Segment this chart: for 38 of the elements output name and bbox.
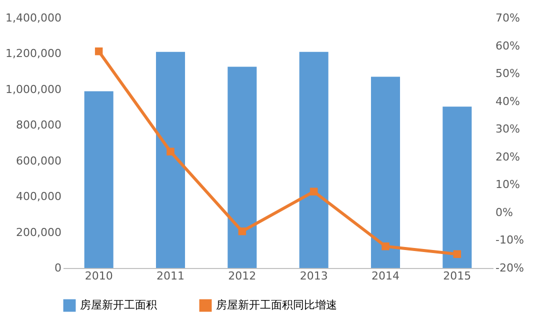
y-tick-label: 400,000 (16, 190, 62, 204)
x-tick-label: 2011 (156, 270, 184, 282)
y-tick-label: 1,200,000 (6, 47, 62, 60)
bar (370, 76, 400, 268)
x-tick-label: 2013 (300, 270, 328, 282)
y2-tick-label: 20% (496, 150, 520, 164)
y-tick-label: 800,000 (16, 118, 62, 132)
y2-tick-label: 30% (496, 122, 520, 136)
legend-label: 房屋新开工面积同比增速 (216, 298, 337, 312)
y2-tick-label: -20% (496, 262, 524, 274)
y2-tick-label: 70% (496, 12, 520, 24)
y-tick-label: 0 (54, 262, 62, 274)
x-tick-label: 2012 (228, 270, 256, 282)
bar (228, 66, 257, 268)
bar (442, 106, 472, 268)
y-tick-label: 200,000 (16, 226, 62, 239)
x-tick-label: 2014 (372, 270, 400, 282)
bar (299, 52, 328, 268)
x-tick-label: 2010 (84, 270, 113, 282)
legend-label: 房屋新开工面积 (80, 298, 157, 312)
point (166, 148, 174, 156)
y-tick-label: 1,400,000 (6, 12, 62, 24)
y2-tick-label: 50% (496, 67, 520, 80)
bar (156, 52, 186, 268)
point (382, 242, 390, 250)
y-tick-label: 1,000,000 (6, 82, 62, 96)
y2-tick-label: 0% (496, 206, 513, 219)
point (94, 47, 103, 56)
point (238, 227, 246, 236)
y2-tick-label: 10% (496, 178, 520, 192)
y2-tick-label: -10% (496, 234, 524, 247)
x-tick-label: 2015 (443, 270, 472, 282)
y-tick-label: 600,000 (16, 154, 62, 168)
bar (84, 91, 114, 268)
point (310, 188, 318, 196)
y2-tick-label: 60% (496, 39, 520, 52)
point (453, 250, 462, 258)
y2-tick-label: 40% (496, 94, 520, 108)
